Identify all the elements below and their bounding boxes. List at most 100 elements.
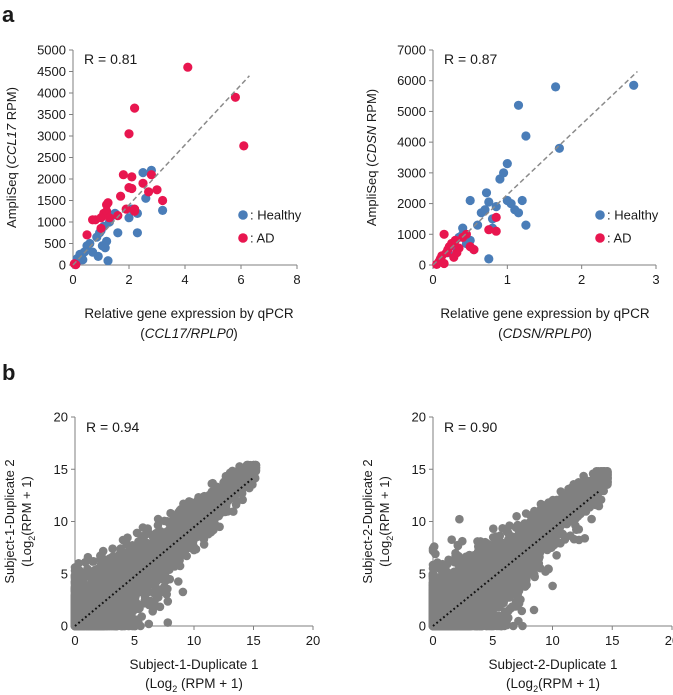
gene-point [574, 535, 584, 545]
gene-point [110, 575, 120, 585]
point-healthy [521, 131, 531, 141]
gene-point [122, 548, 132, 557]
gene-point [152, 576, 162, 585]
gene-point [231, 500, 241, 509]
point-genes [70, 572, 80, 582]
point-ad [439, 229, 449, 239]
gene-point [200, 529, 210, 538]
gene-point [162, 517, 172, 526]
gene-point [101, 575, 110, 585]
point-ad [118, 170, 128, 180]
gene-point [235, 462, 244, 471]
gene-point [111, 592, 121, 601]
gene-point [182, 551, 191, 561]
point-healthy [481, 188, 492, 198]
point-ad [469, 245, 479, 255]
point-ad [491, 226, 501, 236]
gene-point [129, 598, 139, 607]
gene-point [153, 521, 163, 530]
point-ad [127, 172, 137, 182]
gene-point [455, 514, 464, 524]
point-healthy [513, 100, 524, 110]
x-tick-label: 6 [237, 272, 244, 287]
point-healthy [480, 205, 490, 215]
gene-point [491, 532, 501, 541]
x-axis-label: Relative gene expression by qPCR [84, 306, 294, 321]
point-healthy [517, 195, 527, 206]
point-healthy [551, 82, 561, 92]
regression-line [432, 70, 638, 266]
point-ad [130, 103, 140, 113]
y-tick-label: 15 [412, 462, 426, 477]
y-axis-label: Subject-1-Duplicate 2 [2, 459, 17, 583]
legend-label: : Healthy [250, 208, 302, 223]
gene-point [518, 621, 527, 631]
x-tick-label: 0 [69, 272, 76, 287]
y-tick-label: 10 [412, 514, 426, 529]
point-healthy [484, 254, 494, 264]
x-tick-label: 2 [578, 272, 585, 287]
panel-label-a: a [2, 2, 15, 27]
x-tick-label: 4 [181, 272, 188, 287]
gene-point [106, 604, 115, 614]
y-tick-label: 10 [54, 514, 68, 529]
gene-point [97, 584, 107, 593]
gene-point [144, 545, 153, 554]
point-healthy [502, 159, 512, 169]
gene-point [93, 621, 102, 631]
gene-point [163, 618, 173, 627]
gene-point [132, 555, 141, 564]
point-ad [158, 195, 168, 206]
chart-ccl17: 0500100015002000250030003500400045005000… [4, 43, 302, 342]
r-value-label: R = 0.81 [84, 51, 138, 67]
y-tick-label: 4000 [397, 135, 426, 150]
point-ad [439, 258, 449, 269]
point-healthy [521, 220, 531, 230]
point-healthy [102, 236, 112, 246]
y-tick-label: 6000 [397, 73, 426, 88]
point-ad [230, 92, 240, 102]
gene-point [141, 530, 150, 539]
gene-point [447, 535, 457, 544]
gene-point [142, 568, 151, 577]
point-ad [113, 211, 123, 221]
gene-point [88, 613, 97, 623]
gene-point [130, 578, 140, 587]
point-ad [183, 62, 193, 72]
gene-point [158, 533, 168, 542]
y-axis-label: AmpliSeq (CCL17 RPM) [4, 87, 19, 228]
y-tick-label: 1500 [37, 193, 66, 208]
x-axis-sublabel: (CDSN/RPLP0) [498, 326, 592, 341]
gene-point [224, 485, 233, 494]
point-ad [484, 225, 494, 235]
regression-line [74, 476, 255, 627]
regression-line [72, 75, 250, 266]
x-tick-label: 0 [429, 272, 436, 287]
point-ad [152, 185, 162, 195]
point-healthy [491, 202, 501, 212]
gene-point [228, 466, 237, 476]
gene-point [183, 529, 192, 539]
y-tick-label: 1000 [37, 215, 66, 230]
x-tick-label: 3 [652, 272, 659, 287]
point-healthy [113, 228, 123, 238]
x-tick-label: 5 [131, 633, 138, 648]
gene-point [191, 530, 201, 540]
series-ad [69, 62, 249, 270]
point-ad [127, 183, 137, 194]
gene-point [78, 609, 88, 618]
r-value-label: R = 0.87 [444, 51, 498, 67]
point-healthy [124, 213, 134, 223]
gene-point [149, 562, 158, 572]
point-healthy [554, 143, 565, 153]
gene-point [503, 528, 513, 538]
x-axis-sublabel: (Log2 (RPM + 1) [145, 676, 243, 694]
y-tick-label: 5 [61, 566, 68, 581]
point-ad [96, 223, 106, 233]
gene-point [108, 544, 117, 553]
x-tick-label: 0 [429, 633, 436, 648]
gene-point [174, 577, 183, 586]
gene-point [93, 596, 102, 606]
